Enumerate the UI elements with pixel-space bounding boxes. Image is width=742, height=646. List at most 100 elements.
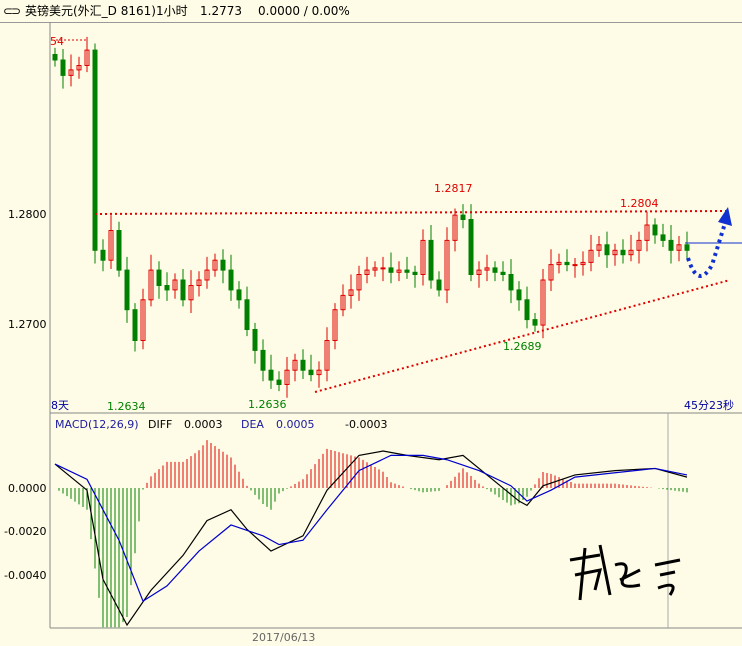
candle (676, 244, 682, 251)
macd-y-tick: -0.0040 (4, 569, 46, 582)
candle (668, 239, 674, 251)
candle (628, 249, 634, 256)
candle (588, 249, 594, 263)
last-price: 1.2773 (200, 4, 242, 18)
diff-line (54, 450, 688, 627)
link-icon[interactable]: ⊂⊃ (3, 4, 21, 18)
candle (204, 269, 210, 281)
candle (684, 244, 690, 251)
candle (364, 269, 370, 276)
candle (132, 309, 138, 342)
candle (404, 269, 410, 273)
candle (100, 249, 106, 261)
y-tick: 1.2700 (8, 318, 47, 331)
candle (92, 49, 98, 251)
candle (308, 369, 314, 376)
candle (380, 267, 386, 270)
candle (148, 269, 154, 301)
countdown: 45分23秒 (684, 398, 734, 412)
annotation-low3: 1.2689 (503, 340, 542, 353)
annotation-low2: 1.2636 (248, 398, 287, 411)
candle (372, 267, 378, 271)
diff-value: 0.0003 (184, 418, 223, 431)
candle (324, 340, 330, 371)
candle (300, 359, 306, 371)
candle (580, 261, 586, 266)
candle (276, 379, 282, 386)
candle (636, 239, 642, 251)
candle (228, 269, 234, 291)
candle (468, 219, 474, 275)
candle (196, 279, 202, 286)
candle (268, 369, 274, 381)
candle (388, 267, 394, 273)
candle (412, 271, 418, 275)
candle (332, 309, 338, 342)
candle (260, 349, 266, 371)
forecast-arrow (686, 219, 728, 278)
candle (220, 259, 226, 271)
candle (604, 244, 610, 256)
candle (60, 59, 66, 76)
arrow-head-icon (718, 207, 732, 226)
candle (396, 269, 402, 273)
candle (428, 239, 434, 281)
annotation-low1: 1.2634 (107, 400, 146, 413)
support-line[interactable] (314, 279, 731, 393)
x-date-label: 2017/06/13 (252, 631, 315, 644)
candle (556, 261, 562, 266)
candle (124, 269, 130, 311)
dea-value: 0.0005 (276, 418, 315, 431)
dea-line (54, 454, 688, 602)
candle (212, 259, 218, 271)
candle (492, 267, 498, 273)
candle (444, 239, 450, 291)
candle (116, 230, 122, 271)
candle (460, 214, 466, 221)
candle (140, 299, 146, 341)
candle (284, 369, 290, 386)
annotation-high2: 1.2804 (620, 197, 659, 210)
y-tick: 1.2800 (8, 208, 47, 221)
candle (68, 69, 74, 76)
candle (84, 49, 90, 66)
signature (569, 544, 681, 601)
candle (76, 65, 82, 71)
candle (164, 285, 170, 291)
candle (316, 369, 322, 376)
resistance-line[interactable] (94, 210, 729, 215)
candle (452, 214, 458, 241)
candle (500, 271, 506, 275)
annotation-high1: 1.2817 (434, 182, 473, 195)
candle (540, 279, 546, 326)
macd-y-tick: -0.0020 (4, 525, 46, 538)
candle (108, 230, 114, 261)
candle (548, 264, 554, 281)
candle (180, 279, 186, 301)
candle (420, 239, 426, 275)
candle (612, 249, 618, 256)
candle (244, 299, 250, 330)
candle (356, 274, 362, 291)
candle (572, 264, 578, 267)
candle (564, 261, 570, 266)
candle (52, 54, 58, 61)
candle (524, 299, 530, 321)
candle (644, 224, 650, 241)
instrument-name: 英镑美元(外汇_D 8161)1小时 (25, 4, 188, 18)
title-bar: ⊂⊃ 英镑美元(外汇_D 8161)1小时 1.2773 0.0000 / 0.… (0, 0, 742, 23)
candle (660, 234, 666, 241)
macd-label: MACD(12,26,9) (55, 418, 139, 431)
candle (652, 224, 658, 236)
price-change: 0.0000 / 0.00% (258, 4, 350, 18)
candle (188, 285, 194, 301)
candle (172, 279, 178, 291)
candle (436, 279, 442, 291)
macd-value: -0.0003 (345, 418, 387, 431)
candle (252, 329, 258, 351)
candle (516, 289, 522, 301)
candle (508, 274, 514, 291)
candle (236, 289, 242, 301)
candle (532, 319, 538, 326)
